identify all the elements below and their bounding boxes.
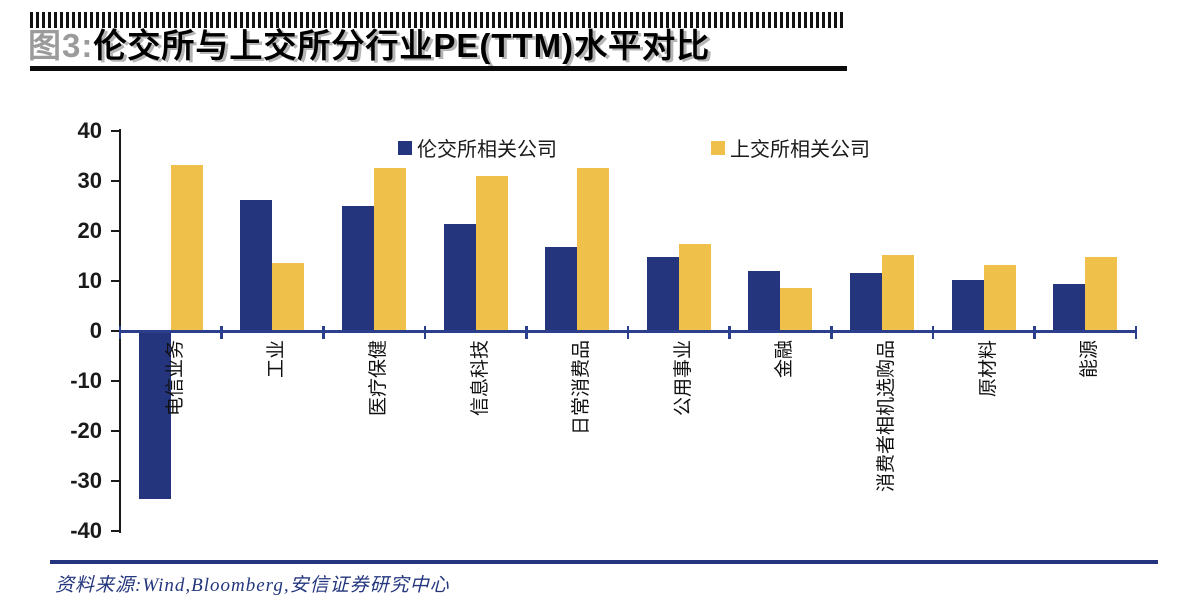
x-axis-tick: [1033, 326, 1036, 339]
y-axis-tick: [111, 529, 120, 533]
y-axis-tick: [111, 129, 120, 133]
bar-sse: [272, 262, 305, 331]
y-axis-tick-label: -20: [70, 418, 102, 443]
y-axis-tick: [111, 179, 120, 183]
x-axis-tick: [931, 326, 935, 339]
bar-lse: [240, 200, 273, 331]
x-axis-tick: [525, 326, 528, 339]
y-axis-tick-label: 10: [77, 268, 102, 293]
bar-lse: [850, 272, 882, 331]
y-axis-tick-label: 30: [77, 168, 102, 193]
bar-sse: [780, 287, 813, 331]
x-axis-tick: [322, 326, 325, 339]
x-axis-tick: [220, 326, 223, 339]
y-axis-tick-label: -10: [70, 368, 102, 393]
y-axis-tick: [111, 479, 120, 483]
category-label: 公用事业: [672, 340, 694, 417]
title-underline: [30, 66, 847, 71]
bar-sse: [882, 254, 914, 331]
category-label: 日常消费品: [571, 340, 593, 436]
bar-lse: [138, 331, 171, 499]
legend-swatch-icon: [711, 140, 725, 155]
y-axis-tick: [111, 329, 120, 333]
bar-sse: [983, 264, 1016, 331]
bar-sse: [170, 164, 203, 331]
bar-sse: [577, 167, 610, 331]
category-label: 金融: [774, 340, 796, 379]
y-axis-tick: [111, 379, 120, 383]
x-axis-tick: [1134, 326, 1138, 339]
y-axis-tick-label: 20: [77, 218, 102, 243]
bar-sse: [678, 243, 711, 331]
figure-number-label: 图3:: [28, 27, 94, 64]
bar-lse: [545, 247, 578, 331]
legend-label: 伦交所相关公司: [417, 139, 557, 161]
y-axis-tick-label: 40: [77, 118, 102, 143]
y-axis-tick: [111, 279, 120, 283]
y-axis-tick: [111, 229, 120, 233]
bar-lse: [951, 280, 984, 331]
bar-lse: [646, 257, 679, 331]
category-label: 能源: [1079, 340, 1101, 379]
y-axis-tick: [111, 429, 120, 433]
bar-sse: [475, 176, 508, 331]
x-axis-tick: [728, 326, 731, 339]
bar-sse: [1085, 256, 1118, 331]
x-axis-tick: [830, 326, 833, 339]
legend-item: 伦交所相关公司: [398, 133, 557, 162]
legend-swatch-icon: [398, 140, 412, 155]
legend-item: 上交所相关公司: [711, 133, 870, 162]
y-axis-tick-label: -40: [70, 518, 102, 543]
category-label: 原材料: [977, 340, 999, 398]
source-note: 资料来源:Wind,Bloomberg,安信证券研究中心: [55, 575, 450, 596]
category-label: 信息科技: [469, 340, 491, 417]
bar-lse: [342, 206, 374, 331]
x-axis-tick: [118, 326, 122, 339]
y-axis-tick-label: -30: [70, 468, 102, 493]
bar-sse: [374, 168, 406, 331]
category-label: 消费者相机选购品: [876, 340, 897, 493]
category-label: 工业: [266, 340, 288, 379]
bar-lse: [748, 270, 781, 331]
figure-title-text: 伦交所与上交所分行业PE(TTM)水平对比: [93, 27, 711, 64]
legend-label: 上交所相关公司: [730, 139, 870, 161]
bar-lse: [443, 224, 476, 331]
bar-lse: [1053, 284, 1086, 331]
x-axis-tick: [626, 326, 630, 339]
page-title: 图3:伦交所与上交所分行业PE(TTM)水平对比: [28, 27, 868, 65]
x-axis-tick: [423, 326, 427, 339]
header-dash-border: [30, 12, 843, 28]
y-axis-tick-label: 0: [89, 318, 102, 343]
footer-divider: [50, 560, 1158, 564]
category-label: 电信业务: [164, 340, 186, 417]
category-label: 医疗保健: [368, 340, 389, 417]
